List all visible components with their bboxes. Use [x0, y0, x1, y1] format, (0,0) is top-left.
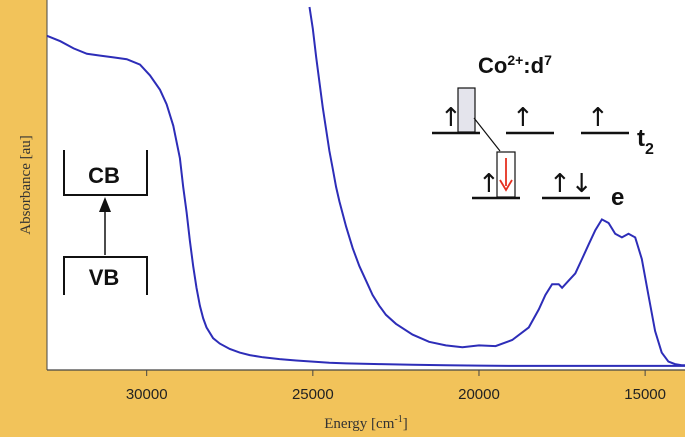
red-down-arrow — [499, 158, 513, 192]
cb-box — [63, 150, 148, 196]
t2-arrow-3: ↑ — [587, 103, 609, 133]
t2-arrow-2: ↑ — [512, 103, 534, 133]
vb-label: VB — [89, 265, 120, 290]
x-tick-label-25000: 25000 — [292, 386, 334, 403]
series-line-1 — [46, 34, 685, 367]
y-axis-label: Absorbance [au] — [18, 135, 34, 235]
x-ticks: 30000 25000 20000 15000 — [126, 370, 666, 403]
excitation-arrow-head — [99, 197, 111, 212]
transition-connector — [473, 117, 501, 152]
plot-area — [47, 0, 685, 370]
x-axis-label: Energy [cm-1] — [324, 414, 407, 432]
vb-box — [63, 256, 148, 295]
band-diagram-inset: CB VB — [63, 150, 148, 295]
x-tick-label-20000: 20000 — [458, 386, 500, 403]
t2-label: t2 — [637, 125, 654, 158]
co-d7-title: Co2+:d7 — [478, 52, 552, 78]
cb-label: CB — [88, 163, 120, 188]
energy-level-inset: Co2+:d7 ↑ ↑ ↑ t2 ↑ ↑↓ e — [432, 52, 654, 211]
red-down-arrow-head — [499, 179, 513, 192]
e-arrow-pair-2: ↑↓ — [549, 169, 593, 199]
t2-arrow-1: ↑ — [440, 103, 462, 133]
t2-hole-box — [457, 87, 476, 133]
e-arrow-up-1: ↑ — [478, 169, 500, 199]
series-line-2 — [308, 6, 685, 367]
x-tick-label-30000: 30000 — [126, 386, 168, 403]
e-label: e — [611, 184, 624, 211]
x-tick-label-15000: 15000 — [624, 386, 666, 403]
